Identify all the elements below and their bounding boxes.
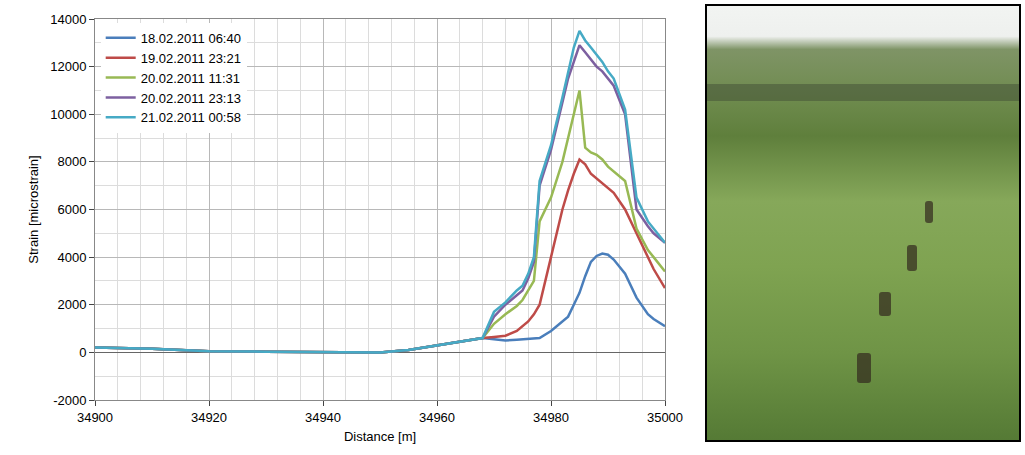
svg-text:0: 0: [79, 345, 86, 360]
svg-text:34920: 34920: [191, 410, 227, 425]
svg-text:18.02.2011 06:40: 18.02.2011 06:40: [141, 31, 241, 46]
svg-text:8000: 8000: [57, 154, 86, 169]
svg-text:10000: 10000: [50, 107, 86, 122]
svg-text:4000: 4000: [57, 250, 86, 265]
svg-text:20.02.2011 11:31: 20.02.2011 11:31: [141, 71, 240, 86]
svg-text:Distance [m]: Distance [m]: [344, 429, 416, 444]
svg-text:-2000: -2000: [53, 393, 86, 408]
svg-text:35000: 35000: [647, 410, 683, 425]
svg-text:20.02.2011 23:13: 20.02.2011 23:13: [141, 91, 241, 106]
svg-text:34980: 34980: [533, 410, 569, 425]
svg-text:6000: 6000: [57, 202, 86, 217]
svg-text:21.02.2011 00:58: 21.02.2011 00:58: [141, 110, 241, 125]
svg-text:Strain [microstrain]: Strain [microstrain]: [26, 155, 41, 263]
svg-text:34960: 34960: [419, 410, 455, 425]
svg-text:34940: 34940: [305, 410, 341, 425]
svg-text:12000: 12000: [50, 59, 86, 74]
svg-text:19.02.2011 23:21: 19.02.2011 23:21: [141, 51, 241, 66]
svg-text:34900: 34900: [77, 410, 113, 425]
svg-text:2000: 2000: [57, 297, 86, 312]
svg-text:14000: 14000: [50, 12, 86, 27]
